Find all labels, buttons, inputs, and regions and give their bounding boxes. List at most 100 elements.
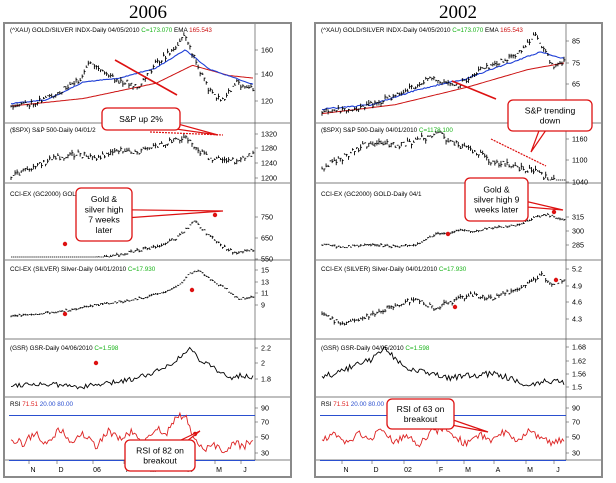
y-tick-label: 65 <box>572 80 580 89</box>
callout-fill <box>103 109 179 129</box>
header-source: CCI-EX <box>321 266 344 273</box>
x-tick-label: J <box>243 467 247 474</box>
y-tick-label: 300 <box>572 227 584 236</box>
header-source: CCI-EX <box>10 191 33 198</box>
gsr-line <box>10 346 254 390</box>
y-tick-label: 70 <box>572 418 580 427</box>
price-series <box>321 271 566 326</box>
y-tick-label: 650 <box>261 234 273 243</box>
x-tick-label: D <box>373 467 378 474</box>
x-tick-label: A <box>496 467 501 474</box>
x-tick-label: D <box>58 467 63 474</box>
breakout-marker <box>62 241 68 247</box>
header-symbol: (GC2000) GOLD-Daily <box>33 191 97 198</box>
callout-fill <box>509 101 591 130</box>
y-tick-label: 1.68 <box>572 343 586 352</box>
breakout-marker <box>551 209 557 215</box>
panel-header-4: (GSR) GSR-Daily 04/05/2010 C=1.598 <box>321 345 430 352</box>
header-close: C=1.598 <box>94 345 118 352</box>
breakout-marker <box>452 304 458 310</box>
price-series <box>10 133 255 180</box>
price-series <box>10 32 255 110</box>
x-tick-label: N <box>343 467 348 474</box>
x-tick-label: J <box>556 467 560 474</box>
chart-panel-2002: 857565551160110010403153002855.24.94.64.… <box>314 22 603 478</box>
gsr-line <box>321 346 565 387</box>
y-tick-label: 1100 <box>572 156 587 165</box>
trend-line <box>451 80 497 100</box>
header-rsi-value: 71.51 <box>22 401 40 408</box>
callout-text-line: S&P trending <box>525 105 576 115</box>
callout-fill <box>77 189 131 240</box>
header-symbol: (SILVER) Silver-Daily <box>344 266 405 273</box>
header-date: 04/05/2010 <box>419 27 452 34</box>
callout-text-line: later <box>96 225 113 235</box>
header-source: CCI-EX <box>10 266 33 273</box>
header-date: 04/01/2010 <box>95 266 128 273</box>
header-symbol: (^XAU) GOLD/SILVER INDX-Daily <box>321 27 419 34</box>
header-close: C=17.930 <box>439 266 467 273</box>
y-tick-label: 285 <box>572 241 584 250</box>
callout-text-line: Gold & <box>483 184 510 194</box>
chart-svg-2002: 857565551160110010403153002855.24.94.64.… <box>316 24 601 474</box>
ema-red-line <box>10 64 254 107</box>
panel-header-5: RSI 71.51 20.00 80.00 <box>10 401 74 408</box>
callout-text-line: RSI of 82 on <box>136 445 184 455</box>
callout-fill <box>388 400 453 428</box>
y-tick-label: 160 <box>261 46 273 55</box>
y-tick-label: 75 <box>572 59 580 68</box>
rsi-line <box>10 411 254 454</box>
y-tick-label: 30 <box>261 449 269 458</box>
y-tick-label: 90 <box>261 404 269 413</box>
callout-fill <box>466 179 527 220</box>
header-symbol: (GSR) GSR-Daily <box>321 345 372 352</box>
x-tick-label: M <box>465 467 471 474</box>
year-label-left: 2006 <box>129 2 167 23</box>
header-ema-label: EMA <box>172 27 189 34</box>
y-tick-label: 9 <box>261 301 265 310</box>
price-series <box>321 31 566 116</box>
callout-text-line: Gold & <box>91 194 118 204</box>
chart-svg-2006: 160 140 120 1320 1280 1240 1200 750 650 550 15 13 11… <box>5 24 290 474</box>
ema-red-line <box>321 62 565 115</box>
header-ema-value: 165.543 <box>189 27 212 34</box>
price-series <box>321 212 566 249</box>
panel-header-2: CCI-EX (GC2000) GOLD-Daily 04/1 <box>321 191 422 198</box>
header-close: C=173.070 <box>141 27 172 34</box>
breakout-marker <box>93 360 99 366</box>
callout-text-line: silver high <box>85 204 124 214</box>
header-date: 04/05/2010 <box>372 345 405 352</box>
y-tick-label: 15 <box>261 266 269 275</box>
price-series <box>10 269 255 318</box>
header-date: 04/1 <box>409 191 422 198</box>
header-ema-label: EMA <box>483 27 500 34</box>
y-tick-label: 550 <box>261 255 273 264</box>
y-tick-label: 750 <box>261 213 273 222</box>
header-symbol: ($SPX) S&P 500-Daily <box>321 127 386 134</box>
callout-text-line: breakout <box>143 456 177 466</box>
header-rsi-value: 71.51 <box>333 401 351 408</box>
y-tick-label: 30 <box>572 449 580 458</box>
y-tick-label: 1240 <box>261 159 277 168</box>
header-symbol: (GSR) GSR-Daily <box>10 345 61 352</box>
y-tick-label: 1.56 <box>572 370 586 379</box>
header-rsi-levels: 20.00 80.00 <box>40 401 74 408</box>
panel-header-0: (^XAU) GOLD/SILVER INDX-Daily 04/05/2010… <box>10 27 212 34</box>
y-tick-label: 50 <box>572 433 580 442</box>
y-tick-label: 1160 <box>572 135 587 144</box>
chart-panel-2006: 160 140 120 1320 1280 1240 1200 750 650 550 15 13 11… <box>3 22 292 478</box>
callout-text-line: RSI of 63 on <box>397 404 445 414</box>
breakout-marker <box>212 212 218 218</box>
panel-header-1: ($SPX) S&P 500-Daily 04/01/2010 C=1178.1… <box>321 127 453 134</box>
y-tick-label: 120 <box>261 97 273 106</box>
y-tick-label: 1.62 <box>572 357 586 366</box>
y-tick-label: 140 <box>261 70 273 79</box>
y-tick-label: 1200 <box>261 174 277 183</box>
callout-text-line: weeks later <box>474 205 519 215</box>
header-date: 04/01/2010 <box>406 266 439 273</box>
y-tick-label: 85 <box>572 37 580 46</box>
x-tick-label: M <box>216 467 222 474</box>
panel-header-3: CCI-EX (SILVER) Silver-Daily 04/01/2010 … <box>321 266 467 273</box>
